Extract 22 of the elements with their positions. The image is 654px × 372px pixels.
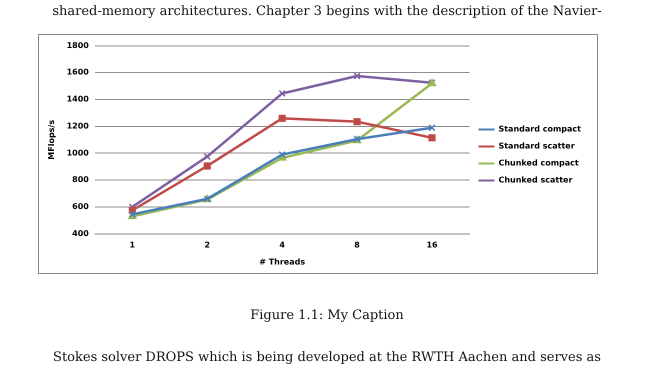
x-tick-label: 2 [204, 240, 210, 250]
y-tick-label: 1600 [66, 68, 90, 77]
y-tick-label: 1200 [66, 121, 90, 130]
x-tick-label: 1 [130, 240, 136, 250]
y-tick-label: 1400 [66, 94, 90, 104]
y-tick-label: 800 [72, 175, 90, 184]
x-tick-label: 8 [354, 240, 360, 250]
legend-label: Chunked compact [498, 158, 579, 168]
x-axis-title: # Threads [259, 257, 306, 266]
legend-label: Standard scatter [498, 142, 575, 151]
y-axis-title: MFlops/s [46, 120, 56, 160]
y-tick-label: 1000 [66, 148, 90, 158]
x-tick-label: 16 [426, 240, 438, 250]
y-tick-label: 600 [72, 202, 90, 212]
x-tick-label: 4 [279, 240, 286, 250]
y-tick-label: 1800 [66, 40, 90, 50]
legend-label: Standard compact [498, 124, 582, 134]
legend-label: Chunked scatter [498, 176, 572, 185]
y-tick-label: 400 [72, 228, 90, 238]
text: Stokes solver DROPS which is being developed at the RWTH Aachen and serves as [52, 350, 602, 365]
caption: Figure 1.1: My Caption [249, 308, 405, 323]
text: shared-memory architectures. Chapter 3 begins with the description of the Navier- [51, 4, 603, 19]
